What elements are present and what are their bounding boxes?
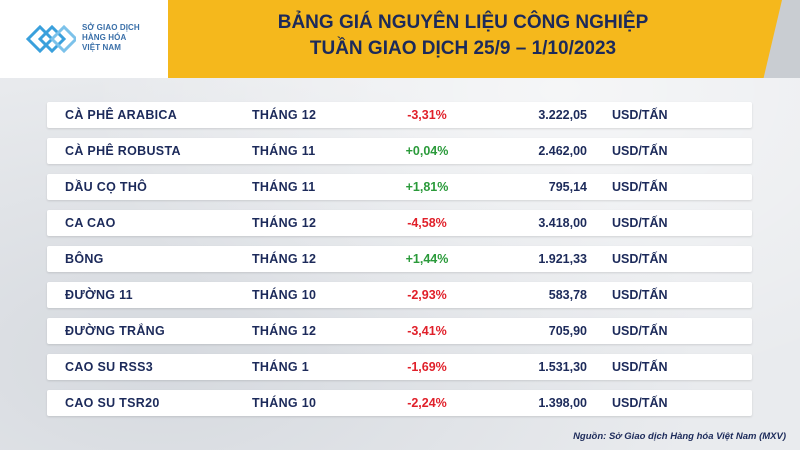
header-title-banner	[168, 0, 782, 78]
source-note: Nguồn: Sở Giao dịch Hàng hóa Việt Nam (M…	[573, 431, 786, 442]
logo: SỞ GIAO DỊCH HÀNG HÓA VIỆT NAM	[0, 0, 168, 78]
price-value: 795,14	[548, 180, 587, 194]
price-value: 1.398,00	[538, 396, 587, 410]
commodity-name: BÔNG	[65, 252, 104, 266]
commodity-name: CÀ PHÊ ROBUSTA	[65, 144, 181, 158]
price-value: 3.418,00	[538, 216, 587, 230]
price-value: 705,90	[548, 324, 587, 338]
commodity-name: CAO SU TSR20	[65, 396, 160, 410]
mxv-logo-icon	[26, 24, 76, 54]
price-unit: USD/TẤN	[612, 324, 668, 338]
price-unit: USD/TẤN	[612, 216, 668, 230]
price-unit: USD/TẤN	[612, 396, 668, 410]
contract-month: THÁNG 11	[252, 144, 316, 158]
logo-text: SỞ GIAO DỊCH HÀNG HÓA VIỆT NAM	[82, 23, 162, 53]
contract-month: THÁNG 10	[252, 288, 317, 302]
price-value: 583,78	[548, 288, 587, 302]
commodity-name: ĐƯỜNG 11	[65, 288, 133, 302]
price-value: 2.462,00	[538, 144, 587, 158]
contract-month: THÁNG 12	[252, 216, 317, 230]
contract-month: THÁNG 12	[252, 324, 317, 338]
commodity-name: ĐƯỜNG TRẮNG	[65, 324, 166, 338]
contract-month: THÁNG 12	[252, 108, 317, 122]
price-change: +1,44%	[405, 252, 449, 266]
price-change: -3,31%	[407, 108, 447, 122]
price-change: -2,93%	[407, 288, 447, 302]
price-unit: USD/TẤN	[612, 144, 668, 158]
title-line-1: BẢNG GIÁ NGUYÊN LIỆU CÔNG NGHIỆP	[277, 12, 649, 33]
table-row: CA CAO THÁNG 12 -4,58% 3.418,00 USD/TẤN	[47, 210, 752, 236]
table-row: CÀ PHÊ ARABICA THÁNG 12 -3,31% 3.222,05 USD/…	[47, 102, 752, 128]
price-change: -2,24%	[407, 396, 447, 410]
price-unit: USD/TẤN	[612, 360, 668, 374]
contract-month: THÁNG 11	[252, 180, 316, 194]
table-row: BÔNG THÁNG 12 +1,44% 1.921,33 USD/TẤN	[47, 246, 752, 272]
table-row: DẦU CỌ THÔ THÁNG 11 +1,81% 795,14 USD/TẤN	[47, 174, 752, 200]
price-value: 1.921,33	[538, 252, 587, 266]
price-change: +0,04%	[405, 144, 449, 158]
price-table: CÀ PHÊ ARABICA THÁNG 12 -3,31% 3.222,05 USD/…	[47, 102, 752, 426]
price-change: -4,58%	[407, 216, 447, 230]
commodity-name: CAO SU RSS3	[65, 360, 154, 374]
price-change: -3,41%	[407, 324, 447, 338]
commodity-name: DẦU CỌ THÔ	[65, 180, 148, 194]
table-row: CÀ PHÊ ROBUSTA THÁNG 11 +0,04% 2.462,00 USD/…	[47, 138, 752, 164]
price-value: 3.222,05	[538, 108, 587, 122]
contract-month: THÁNG 10	[252, 396, 317, 410]
table-row: CAO SU RSS3 THÁNG 1 -1,69% 1.531,30 USD/TẤN	[47, 354, 752, 380]
price-unit: USD/TẤN	[612, 288, 668, 302]
price-unit: USD/TẤN	[612, 252, 668, 266]
table-row: ĐƯỜNG 11 THÁNG 10 -2,93% 583,78 USD/TẤN	[47, 282, 752, 308]
table-row: ĐƯỜNG TRẮNG THÁNG 12 -3,41% 705,90 USD/TẤN	[47, 318, 752, 344]
contract-month: THÁNG 12	[252, 252, 317, 266]
logo-line: SỞ GIAO DỊCH	[82, 23, 140, 32]
price-change: -1,69%	[407, 360, 447, 374]
price-unit: USD/TẤN	[612, 180, 668, 194]
title-line-2: TUẦN GIAO DỊCH 25/9 – 1/10/2023	[309, 38, 617, 59]
logo-line: HÀNG HÓA	[82, 33, 127, 42]
price-value: 1.531,30	[538, 360, 587, 374]
logo-line: VIỆT NAM	[82, 43, 122, 52]
page-title: BẢNG GIÁ NGUYÊN LIỆU CÔNG NGHIỆP TUẦN GI…	[168, 10, 758, 62]
price-change: +1,81%	[405, 180, 449, 194]
commodity-name: CA CAO	[65, 216, 116, 230]
price-unit: USD/TẤN	[612, 108, 668, 122]
contract-month: THÁNG 1	[252, 360, 309, 374]
commodity-name: CÀ PHÊ ARABICA	[65, 108, 178, 122]
table-row: CAO SU TSR20 THÁNG 10 -2,24% 1.398,00 USD/TẤ…	[47, 390, 752, 416]
